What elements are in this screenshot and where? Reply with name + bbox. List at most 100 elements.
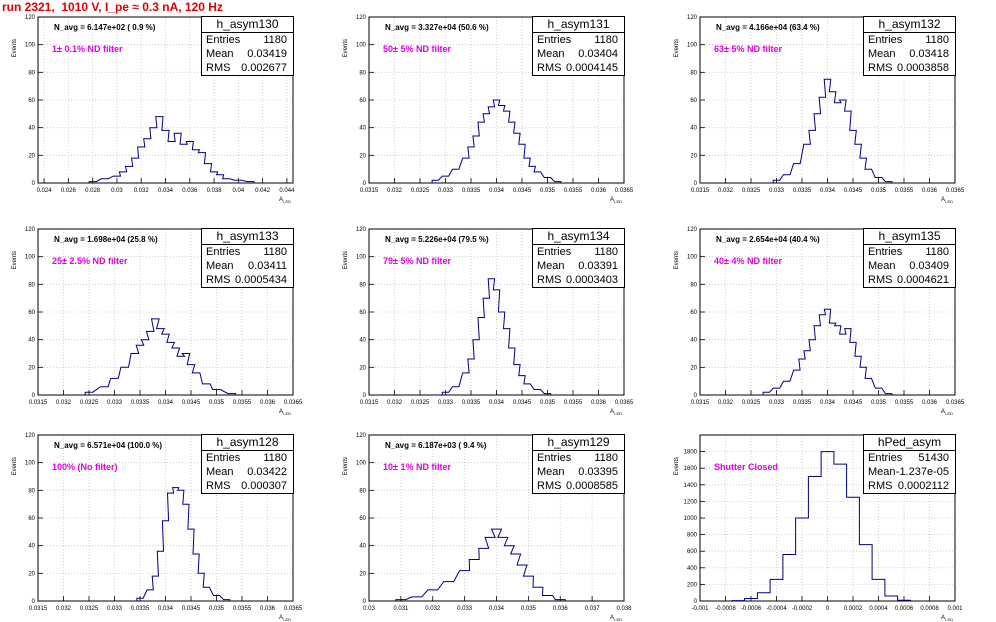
stats-value: 51430: [918, 452, 949, 464]
y-tick-label: 0: [363, 393, 367, 399]
x-tick-label: 0.0004: [869, 606, 888, 612]
stats-value: 0.0004621: [897, 274, 949, 286]
x-tick-label: 0.037: [585, 606, 601, 612]
stats-key: Mean: [537, 466, 565, 478]
plot-frame: [37, 434, 294, 602]
x-axis-label-subscript: LED: [614, 617, 622, 622]
histogram-series: [431, 99, 562, 183]
histogram-panel-h_asym128: 0.0315 0.032 0.0325 0.033 0.0335 0.034 0.0345 0…: [12, 433, 303, 622]
y-tick-label: 20: [28, 365, 35, 371]
x-axis-label: A: [279, 409, 283, 415]
x-axis-label: A: [279, 197, 283, 203]
x-tick-label: 0.033: [769, 400, 785, 406]
x-tick-label: 0.036: [553, 606, 569, 612]
stats-key: Entries: [868, 34, 903, 46]
stats-key: Mean: [206, 466, 234, 478]
x-axis-label-subscript: LED: [283, 199, 291, 204]
y-tick-label: 20: [690, 365, 697, 371]
stats-row-mean: Mean 0.03409: [864, 259, 955, 273]
x-axis-label-subscript: LED: [283, 411, 291, 416]
y-tick-label: 600: [687, 549, 698, 555]
stats-value: 0.0002112: [897, 480, 949, 492]
y-tick-label: 120: [356, 433, 367, 439]
stats-value: 0.03404: [578, 48, 618, 60]
stats-title: h_asym128: [202, 435, 293, 451]
x-tick-label: 0.0345: [182, 606, 201, 612]
y-tick-label: 120: [25, 433, 36, 439]
stats-box: h_asym129 Entries 1180 Mean 0.03395 RMS 0.0008…: [532, 434, 625, 494]
y-tick-label: 40: [690, 126, 697, 132]
stats-value: -1.237e-05: [895, 466, 949, 478]
x-tick-label: 0.0335: [462, 400, 481, 406]
y-tick-label: 80: [28, 70, 35, 76]
x-tick-label: 0.034: [158, 400, 174, 406]
y-tick-label: 20: [690, 153, 697, 159]
x-tick-label: 0.03: [363, 606, 375, 612]
x-tick-label: -0.001: [691, 606, 709, 612]
y-tick-label: 120: [25, 227, 36, 233]
stats-value: 1180: [263, 452, 287, 464]
histogram-series: [731, 451, 911, 602]
x-tick-label: 0.033: [107, 606, 123, 612]
stats-row-rms: RMS 0.0008585: [533, 479, 624, 493]
y-axis-label: Events: [343, 251, 349, 269]
y-tick-label: 80: [359, 282, 366, 288]
stats-key: Mean: [868, 48, 896, 60]
x-axis-label: A: [610, 409, 614, 415]
stats-title: h_asym130: [202, 17, 293, 33]
x-axis-label: A: [941, 409, 945, 415]
x-tick-label: 0.034: [820, 188, 836, 194]
y-tick-label: 0: [694, 181, 698, 187]
y-tick-label: 100: [25, 255, 36, 261]
stats-value: 0.03422: [247, 466, 287, 478]
x-tick-label: 0: [826, 606, 830, 612]
y-tick-label: 0: [32, 393, 36, 399]
filter-label: 63± 5% ND filter: [714, 44, 782, 54]
stats-key: Mean: [868, 260, 896, 272]
x-tick-label: 0.034: [820, 400, 836, 406]
x-tick-label: 0.036: [260, 400, 276, 406]
navg-label: N_avg = 3.327e+04 (50.6 %): [385, 23, 489, 32]
x-tick-label: 0.04: [233, 188, 245, 194]
stats-box: h_asym131 Entries 1180 Mean 0.03404 RMS 0.0004…: [532, 16, 625, 76]
x-tick-label: 0.033: [769, 188, 785, 194]
y-tick-label: 120: [687, 227, 698, 233]
x-tick-label: 0.0365: [284, 606, 303, 612]
x-tick-label: 0.0345: [513, 400, 532, 406]
stats-title: h_asym135: [864, 229, 955, 245]
y-tick-label: 400: [687, 566, 698, 572]
stats-row-rms: RMS 0.002677: [202, 61, 293, 75]
x-axis-label: A: [610, 197, 614, 203]
stats-box: h_asym133 Entries 1180 Mean 0.03411 RMS 0.0005…: [201, 228, 294, 288]
y-tick-label: 120: [687, 15, 698, 21]
x-tick-label: 0.042: [255, 188, 271, 194]
stats-row-entries: Entries 1180: [202, 245, 293, 259]
stats-row-rms: RMS 0.0004621: [864, 273, 955, 287]
stats-row-rms: RMS 0.000307: [202, 479, 293, 493]
y-tick-label: 40: [28, 126, 35, 132]
x-tick-label: 0.0325: [80, 606, 99, 612]
x-axis-label: A: [941, 197, 945, 203]
x-tick-label: -0.0004: [766, 606, 787, 612]
x-tick-label: 0.0355: [895, 188, 914, 194]
x-tick-label: 0.0008: [920, 606, 939, 612]
stats-title: h_asym134: [533, 229, 624, 245]
stats-row-mean: Mean 0.03418: [864, 47, 955, 61]
x-tick-label: 0.0345: [844, 400, 863, 406]
stats-value: 0.03418: [909, 48, 949, 60]
y-tick-label: 80: [359, 488, 366, 494]
y-tick-label: 20: [28, 571, 35, 577]
filter-label: 1± 0.1% ND filter: [52, 44, 123, 54]
filter-label: 50± 5% ND filter: [383, 44, 451, 54]
stats-row-entries: Entries 1180: [533, 245, 624, 259]
y-tick-label: 80: [359, 70, 366, 76]
stats-key: RMS: [868, 274, 893, 286]
stats-key: Entries: [537, 452, 572, 464]
navg-label: N_avg = 5.226e+04 (79.5 %): [385, 235, 489, 244]
y-tick-label: 80: [690, 282, 697, 288]
stats-box: hPed_asym Entries 51430 Mean -1.237e-05 RMS 0.…: [863, 434, 956, 494]
stats-row-entries: Entries 1180: [864, 33, 955, 47]
x-tick-label: 0.0365: [615, 188, 634, 194]
stats-value: 0.03409: [909, 260, 949, 272]
